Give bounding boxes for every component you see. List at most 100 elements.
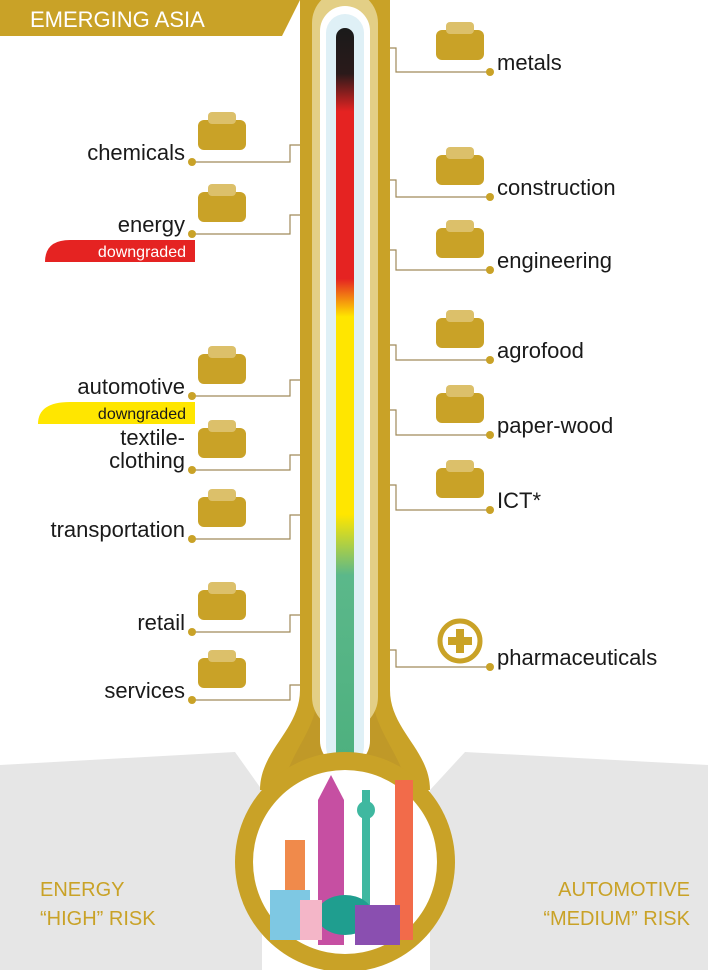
connector [192,454,300,471]
banner [0,0,300,36]
connector [192,614,300,633]
tag-text: downgraded [98,244,186,261]
icon-shape [436,228,484,258]
footer-text: “HIGH” RISK [40,908,156,930]
sector-label: retail [137,610,185,635]
icon-shape [448,629,472,653]
icon-shape [446,22,474,34]
icon-shape [436,318,484,348]
sector-label: metals [497,50,562,75]
connector-dot [188,628,196,636]
connector [192,144,300,163]
connector-dot [188,158,196,166]
connector-dot [188,535,196,543]
icon-shape [198,658,246,688]
connector-dot [486,431,494,439]
connector [390,179,490,198]
connector-dot [188,230,196,238]
tag-badge [38,402,195,424]
icon-shape [208,650,236,662]
sector-label: energy [118,212,185,237]
icon-shape [446,385,474,397]
connector-dot [486,356,494,364]
tag-text: downgraded [98,406,186,423]
connector [192,514,300,540]
sector-label: services [104,678,185,703]
connector-dot [486,193,494,201]
connector [192,684,300,701]
sector-label: pharmaceuticals [497,645,657,670]
connector [192,379,300,397]
sector-label: engineering [497,248,612,273]
connector [390,649,490,668]
connector [390,344,490,361]
sector-icon [198,346,246,384]
icon-shape [198,590,246,620]
sector-icon [436,147,484,185]
footer-text: ENERGY [40,879,124,901]
sector-label: ICT* [497,488,541,513]
heat-bar [336,28,354,788]
icon-shape [208,489,236,501]
sector-label: automotive [77,374,185,399]
icon-shape [208,346,236,358]
icon-shape [446,147,474,159]
connector [192,214,300,235]
icon-shape [436,30,484,60]
sector-icon [198,420,246,458]
icon-shape [436,393,484,423]
connector [390,409,490,436]
sector-icon [198,489,246,527]
sector-label: textile- [120,425,185,450]
icon-shape [198,497,246,527]
sector-label: agrofood [497,338,584,363]
sector-icon [436,220,484,258]
connector-dot [188,392,196,400]
connector-dot [188,696,196,704]
icon-shape [208,112,236,124]
icon-shape [436,468,484,498]
icon-shape [198,192,246,222]
connector-dot [486,663,494,671]
skyline [270,775,413,945]
connector-dot [486,506,494,514]
sector-label: construction [497,175,616,200]
connector [390,484,490,511]
icon-shape [437,618,483,664]
sector-icon [436,460,484,498]
sector-icon [436,310,484,348]
footer-panel [0,752,262,970]
connector [390,47,490,73]
icon-shape [198,428,246,458]
connector [390,249,490,271]
icon-shape [208,582,236,594]
sector-icon [437,618,483,664]
sector-label: chemicals [87,140,185,165]
connector-dot [486,266,494,274]
footer-text: “MEDIUM” RISK [543,908,690,930]
sector-label: transportation [50,517,185,542]
connector-dot [188,466,196,474]
sector-icon [198,112,246,150]
icon-shape [198,354,246,384]
connector-dot [486,68,494,76]
icon-shape [208,420,236,432]
sector-icon [198,184,246,222]
icon-shape [208,184,236,196]
sector-icon [198,582,246,620]
sector-icon [198,650,246,688]
footer-text: AUTOMOTIVE [558,879,690,901]
banner-text: EMERGING ASIA [30,7,205,32]
sector-label: clothing [109,448,185,473]
icon-shape [436,155,484,185]
sector-label: paper-wood [497,413,613,438]
footer-panel [430,752,708,970]
icon-shape [446,460,474,472]
sector-icon [436,385,484,423]
icon-shape [446,310,474,322]
tag-badge [45,240,195,262]
icon-shape [198,120,246,150]
sector-icon [436,22,484,60]
icon-shape [446,220,474,232]
